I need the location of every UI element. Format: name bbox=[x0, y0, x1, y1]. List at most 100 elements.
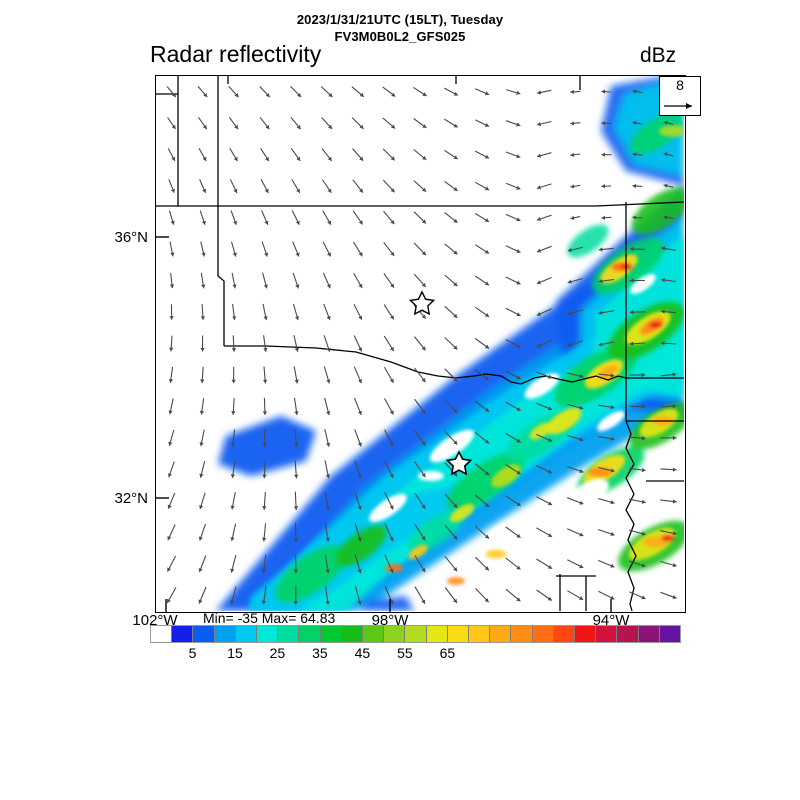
wind-vector-head bbox=[202, 124, 207, 130]
units-label: dBz bbox=[640, 44, 677, 67]
wind-vector-head bbox=[547, 406, 553, 411]
wind-vector-head bbox=[171, 156, 176, 161]
wind-vector-head bbox=[641, 467, 646, 473]
wind-vector-head bbox=[663, 183, 668, 188]
wind-vector-head bbox=[293, 601, 298, 605]
wind-vector-head bbox=[598, 247, 603, 252]
wind-vector-head bbox=[421, 282, 426, 287]
datetime-title: 2023/1/31/21UTC (15LT), Tuesday bbox=[296, 12, 504, 27]
wind-vector-head bbox=[296, 124, 301, 130]
wind-vector-head bbox=[390, 156, 395, 161]
wind-vector-head bbox=[295, 220, 300, 225]
wind-vector-head bbox=[265, 156, 269, 162]
wind-vector-head bbox=[170, 188, 175, 193]
wind-vector-head bbox=[202, 188, 207, 193]
wind-vector-head bbox=[168, 379, 174, 383]
wind-vector-head bbox=[325, 474, 331, 479]
wind-vector-head bbox=[516, 122, 521, 127]
wind-vector-head bbox=[232, 252, 237, 257]
wind-vector-head bbox=[358, 220, 363, 225]
wind-vector-head bbox=[421, 472, 426, 478]
wind-vector-head bbox=[294, 379, 299, 384]
wind-vector-head bbox=[672, 595, 677, 599]
wind-vector-head bbox=[610, 563, 615, 568]
wind-vector-head bbox=[200, 347, 205, 352]
reflectivity-gaps bbox=[369, 274, 670, 542]
wind-vector-head bbox=[536, 248, 541, 253]
wind-vector-head bbox=[484, 598, 489, 603]
wind-vector-head bbox=[262, 443, 267, 447]
wind-vector-head bbox=[328, 92, 333, 97]
wind-vector-head bbox=[484, 344, 490, 349]
wind-vector-head bbox=[516, 280, 521, 285]
wind-vector-head bbox=[536, 311, 541, 316]
wind-vector-key-value: 8 bbox=[676, 77, 684, 93]
wind-vector-head bbox=[641, 436, 646, 441]
wind-vector-head bbox=[579, 564, 584, 569]
wind-vector-head bbox=[264, 188, 269, 193]
colorbar-swatch bbox=[320, 626, 342, 642]
wind-vector-head bbox=[359, 188, 363, 193]
wind-vector-head bbox=[601, 152, 605, 157]
wind-vector-head bbox=[516, 533, 521, 538]
wind-vector-head bbox=[390, 283, 394, 288]
wind-vector-head bbox=[632, 215, 637, 220]
wind-vector-head bbox=[327, 252, 331, 257]
wind-vector-head bbox=[358, 347, 362, 352]
wind-vector-head bbox=[231, 442, 236, 447]
state-boundaries bbox=[156, 76, 684, 611]
wind-vector-head bbox=[598, 279, 603, 284]
star-icon bbox=[408, 290, 436, 316]
wind-vector-head bbox=[548, 469, 553, 474]
wind-vector-head bbox=[230, 600, 235, 605]
radar-map-panel[interactable] bbox=[155, 75, 686, 613]
wind-vector-head bbox=[567, 311, 572, 316]
colorbar-swatch bbox=[257, 626, 279, 642]
wind-vector-head bbox=[167, 504, 172, 509]
lon-tick-98: 98°W bbox=[371, 612, 409, 629]
wind-vector-head bbox=[230, 505, 235, 510]
wind-vector-head bbox=[389, 473, 394, 478]
wind-vector-head bbox=[231, 379, 236, 384]
wind-vector-head bbox=[232, 284, 237, 289]
wind-vector-head bbox=[389, 505, 394, 510]
wind-vector-head bbox=[579, 437, 584, 442]
wind-vector-head bbox=[198, 599, 203, 604]
colorbar-swatch bbox=[596, 626, 618, 642]
wind-vector-head bbox=[672, 404, 677, 409]
wind-vector-head bbox=[325, 506, 330, 510]
wind-vector-head bbox=[641, 372, 646, 378]
page-title: Radar reflectivity bbox=[150, 41, 322, 67]
colorbar-swatch bbox=[172, 626, 194, 642]
wind-vector-head bbox=[390, 315, 394, 320]
colorbar[interactable] bbox=[150, 625, 681, 643]
wind-vector-head bbox=[233, 188, 238, 193]
wind-vector-head bbox=[264, 252, 269, 257]
wind-vector-head bbox=[632, 152, 637, 157]
wind-vector-head bbox=[389, 378, 394, 383]
wind-vector-head bbox=[294, 474, 299, 479]
wind-vector-head bbox=[171, 124, 176, 129]
colorbar-tick: 65 bbox=[439, 645, 456, 661]
wind-vector-head bbox=[570, 121, 575, 126]
wind-vector-head bbox=[167, 598, 171, 603]
wind-vector-head bbox=[357, 474, 362, 479]
wind-vector-head bbox=[610, 373, 615, 378]
wind-vector-head bbox=[516, 470, 521, 475]
colorbar-swatch bbox=[341, 626, 364, 642]
wind-vector-head bbox=[547, 564, 552, 569]
wind-vector-head bbox=[294, 411, 299, 416]
wind-vector-head bbox=[234, 93, 239, 98]
wind-vector-head bbox=[484, 566, 489, 571]
wind-vector-head bbox=[199, 473, 204, 478]
wind-vector-head bbox=[661, 277, 665, 283]
wind-vector-head bbox=[422, 92, 427, 96]
wind-vector-head bbox=[484, 249, 489, 254]
wind-vector-head bbox=[537, 122, 542, 127]
wind-vector-head bbox=[357, 410, 362, 415]
wind-vector-head bbox=[579, 596, 584, 600]
station-markers bbox=[408, 290, 473, 476]
wind-vector-head bbox=[172, 92, 176, 97]
colorbar-swatch bbox=[363, 626, 385, 642]
wind-vector-head bbox=[663, 215, 668, 220]
